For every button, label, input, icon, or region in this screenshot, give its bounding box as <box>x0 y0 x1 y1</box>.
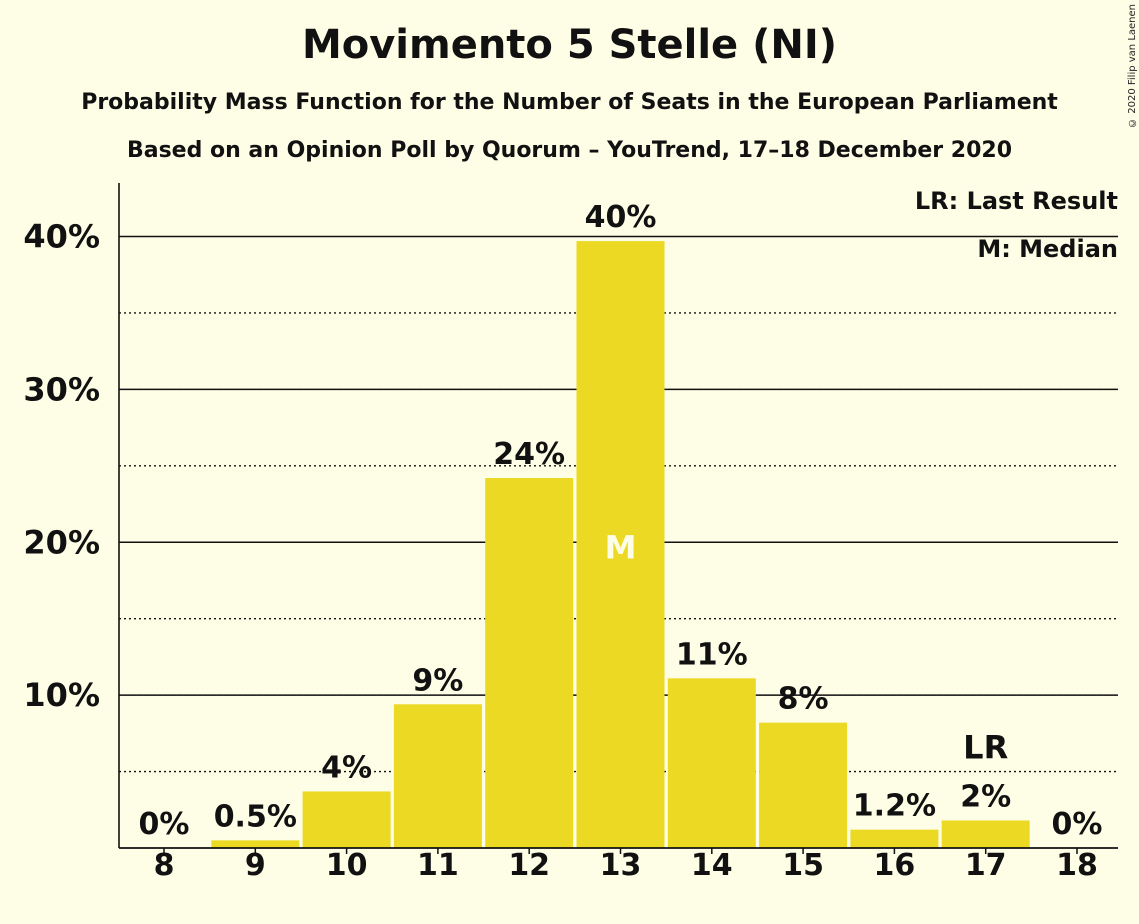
chart-subtitle: Probability Mass Function for the Number… <box>81 90 1058 115</box>
legend-last-result: LR: Last Result <box>915 187 1118 215</box>
median-marker: M <box>605 528 637 566</box>
y-tick-label: 20% <box>23 523 100 561</box>
bar <box>302 791 391 848</box>
chart-source: Based on an Opinion Poll by Quorum – You… <box>126 138 1013 163</box>
axes: 10%20%30%40%8 9 10 11 12 13 14 15 16 17 18 <box>23 183 1118 883</box>
bar <box>485 478 574 848</box>
data-label: 11% <box>676 637 748 672</box>
data-label: 0.5% <box>214 799 297 834</box>
bars <box>211 241 1030 849</box>
data-label: 4% <box>321 750 372 785</box>
bar <box>576 241 665 849</box>
bar <box>211 840 300 848</box>
bar <box>393 704 482 848</box>
data-label: 1.2% <box>853 789 936 824</box>
data-labels: 0% 0.5% 4% 9% 24% 40% 11% 8% 1.2% 2% 0% M LR <box>139 200 1103 842</box>
legend-median: M: Median <box>977 235 1118 263</box>
data-label: 8% <box>778 682 829 717</box>
data-label: 2% <box>960 779 1011 814</box>
bar <box>850 829 939 848</box>
y-tick-label: 10% <box>23 676 100 714</box>
bar <box>941 820 1030 848</box>
x-tick-label: 9 <box>245 848 266 883</box>
data-label: 0% <box>139 807 190 842</box>
data-label: 9% <box>412 663 463 698</box>
data-label: 0% <box>1052 807 1103 842</box>
last-result-marker: LR <box>963 728 1008 766</box>
data-label: 24% <box>493 437 565 472</box>
y-tick-label: 30% <box>23 370 100 408</box>
bar <box>667 678 756 848</box>
bar <box>759 722 848 848</box>
y-tick-label: 40% <box>23 218 100 256</box>
data-label: 40% <box>585 200 657 235</box>
chart-title: Movimento 5 Stelle (NI) <box>301 22 838 68</box>
x-tick-label: 8 <box>154 848 175 883</box>
